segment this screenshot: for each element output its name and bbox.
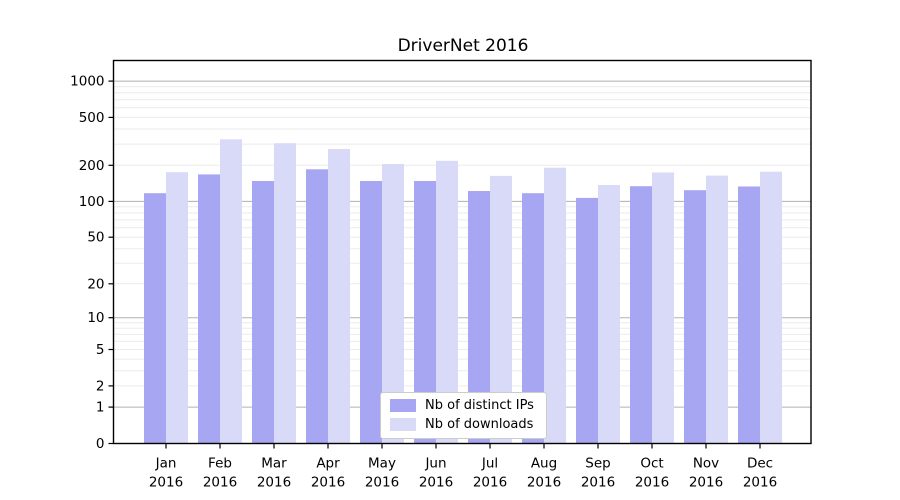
plot-border — [112, 59, 812, 445]
x-tick-label: Mar — [261, 456, 287, 472]
legend-item-downloads: Nb of downloads — [390, 417, 534, 432]
bar — [274, 143, 296, 444]
bar — [468, 191, 490, 444]
bar — [630, 186, 652, 444]
legend: Nb of distinct IPs Nb of downloads — [380, 392, 547, 439]
y-tick-label: 100 — [79, 194, 105, 210]
y-tick-label: 20 — [87, 276, 104, 292]
bar — [198, 174, 220, 444]
x-tick-label-year: 2016 — [203, 475, 237, 491]
bar — [166, 172, 188, 444]
series-distinct-ips — [144, 169, 760, 444]
legend-swatch-downloads — [390, 418, 416, 431]
x-tick-label-year: 2016 — [365, 475, 399, 491]
y-tick-label: 500 — [79, 110, 105, 126]
x-tick-label-year: 2016 — [149, 475, 183, 491]
bar — [436, 160, 458, 444]
x-tick-label: Oct — [640, 456, 663, 472]
x-tick-label-year: 2016 — [473, 475, 507, 491]
series-downloads — [166, 139, 782, 444]
bar — [490, 175, 512, 444]
x-tick-label: Sep — [585, 456, 610, 472]
bar — [144, 193, 166, 444]
bar — [382, 164, 404, 444]
x-tick-label-year: 2016 — [257, 475, 291, 491]
bar — [328, 149, 350, 444]
y-tick-label: 0 — [96, 436, 105, 452]
bar — [738, 186, 760, 444]
bar — [220, 139, 242, 444]
x-tick-label: May — [368, 456, 396, 472]
legend-label-distinct-ips: Nb of distinct IPs — [425, 398, 534, 413]
x-tick-label: Jul — [481, 456, 498, 472]
bar — [252, 181, 274, 444]
bar — [360, 181, 382, 444]
x-tick-label-year: 2016 — [311, 475, 345, 491]
y-tick-label: 50 — [87, 230, 104, 246]
y-tick-label: 1000 — [70, 74, 104, 90]
x-axis: Jan 2016 Feb 2016 Mar 2016 Apr 2016 May 2016 Jun 20… — [149, 443, 777, 491]
y-axis: 0 1 2 5 10 20 50 100 200 500 1000 — [70, 74, 114, 452]
x-tick-label-year: 2016 — [581, 475, 615, 491]
legend-item-distinct-ips: Nb of distinct IPs — [390, 398, 534, 413]
legend-swatch-distinct-ips — [390, 399, 416, 412]
x-tick-label: Nov — [693, 456, 719, 472]
y-tick-label: 1 — [96, 400, 105, 416]
y-tick-label: 10 — [87, 310, 104, 326]
y-tick-label: 5 — [96, 342, 105, 358]
bar — [522, 193, 544, 444]
y-tick-label: 2 — [96, 378, 105, 394]
x-tick-label: Jan — [155, 456, 177, 472]
bar — [544, 167, 566, 444]
x-tick-label-year: 2016 — [635, 475, 669, 491]
y-tick-label: 200 — [79, 158, 105, 174]
bar — [684, 190, 706, 444]
bar — [306, 169, 328, 444]
bar — [760, 171, 782, 444]
bar — [598, 185, 620, 444]
bar — [652, 172, 674, 444]
x-tick-label-year: 2016 — [743, 475, 777, 491]
bar — [414, 181, 436, 444]
x-tick-label-year: 2016 — [419, 475, 453, 491]
x-tick-label: Dec — [747, 456, 773, 472]
legend-label-downloads: Nb of downloads — [425, 417, 534, 432]
x-tick-label: Apr — [316, 456, 340, 472]
chart-title: DriverNet 2016 — [397, 36, 529, 56]
x-tick-label-year: 2016 — [689, 475, 723, 491]
bar — [576, 197, 598, 444]
x-tick-label: Feb — [208, 456, 232, 472]
x-tick-label: Aug — [531, 456, 557, 472]
x-tick-label: Jun — [424, 456, 446, 472]
x-tick-label-year: 2016 — [527, 475, 561, 491]
bar — [706, 175, 728, 444]
